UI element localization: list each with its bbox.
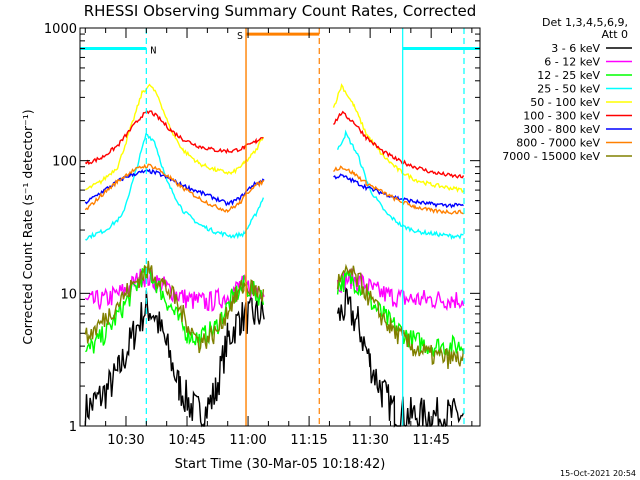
- series-line: [332, 165, 464, 215]
- x-tick-label: 10:30: [107, 433, 144, 448]
- series-line: [336, 263, 465, 369]
- marker-label: N: [150, 46, 156, 57]
- series-line: [336, 268, 465, 357]
- marker-label: S: [237, 31, 243, 42]
- x-tick-label: 11:15: [290, 433, 327, 448]
- x-tick-label: 11:30: [351, 433, 388, 448]
- series-line: [336, 129, 464, 240]
- legend-header: Det 1,3,4,5,6,9,: [542, 16, 628, 29]
- series-line: [84, 260, 265, 354]
- y-tick-label: 1000: [44, 22, 77, 37]
- legend-label: 7000 - 15000 keV: [502, 150, 600, 163]
- legend-label: 6 - 12 keV: [544, 56, 600, 69]
- chart-title: RHESSI Observing Summary Count Rates, Co…: [84, 2, 477, 20]
- x-tick-label: 11:00: [229, 433, 266, 448]
- legend-label: 100 - 300 keV: [523, 110, 600, 123]
- series-line: [84, 163, 265, 213]
- footer-date: 15-Oct-2021 20:54: [560, 469, 636, 478]
- time-markers: NS: [80, 28, 480, 426]
- x-tick-label: 10:45: [168, 433, 205, 448]
- legend-label: 800 - 7000 keV: [516, 137, 600, 150]
- x-axis-label: Start Time (30-Mar-05 10:18:42): [175, 457, 386, 472]
- series-line: [336, 268, 465, 312]
- plot-frame: [79, 27, 481, 427]
- series-line: [84, 290, 265, 428]
- series-line: [333, 110, 465, 179]
- legend-label: 50 - 100 keV: [530, 96, 600, 109]
- legend-label: 3 - 6 keV: [551, 42, 600, 55]
- series-line: [333, 173, 464, 209]
- x-axis-ticks: 10:30 10:45 11:00 11:15 11:30 11:45: [84, 28, 473, 448]
- series-line: [84, 83, 265, 191]
- series-line: [85, 133, 265, 241]
- series-line: [332, 83, 464, 194]
- y-tick-label: 10: [60, 287, 77, 302]
- y-tick-label: 100: [52, 155, 77, 170]
- legend-label: 300 - 800 keV: [523, 123, 600, 136]
- series-line: [84, 110, 264, 166]
- legend-label: 12 - 25 keV: [537, 69, 600, 82]
- y-axis-label: Corrected Count Rate (s⁻¹ detector⁻¹): [20, 109, 35, 344]
- legend-label: 25 - 50 keV: [537, 83, 600, 96]
- y-axis-ticks: 1 10 100 1000: [44, 22, 480, 435]
- legend-header: Att 0: [602, 28, 628, 41]
- y-tick-label: 1: [69, 420, 77, 435]
- x-tick-label: 11:45: [412, 433, 449, 448]
